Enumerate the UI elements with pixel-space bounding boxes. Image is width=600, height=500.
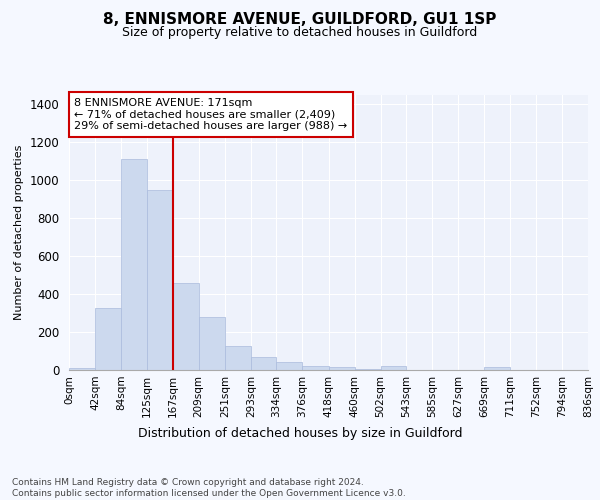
Text: Contains HM Land Registry data © Crown copyright and database right 2024.
Contai: Contains HM Land Registry data © Crown c… <box>12 478 406 498</box>
Bar <box>251 356 277 370</box>
Bar <box>146 190 173 370</box>
Bar <box>173 283 199 370</box>
Bar <box>121 160 146 370</box>
Bar <box>69 368 95 370</box>
Text: Distribution of detached houses by size in Guildford: Distribution of detached houses by size … <box>138 428 462 440</box>
Bar <box>329 367 355 370</box>
Text: 8, ENNISMORE AVENUE, GUILDFORD, GU1 1SP: 8, ENNISMORE AVENUE, GUILDFORD, GU1 1SP <box>103 12 497 28</box>
Bar <box>95 308 121 370</box>
Bar <box>225 346 251 370</box>
Text: Size of property relative to detached houses in Guildford: Size of property relative to detached ho… <box>122 26 478 39</box>
Bar <box>380 366 406 370</box>
Bar <box>277 362 302 370</box>
Y-axis label: Number of detached properties: Number of detached properties <box>14 145 24 320</box>
Bar <box>199 317 225 370</box>
Text: 8 ENNISMORE AVENUE: 171sqm
← 71% of detached houses are smaller (2,409)
29% of s: 8 ENNISMORE AVENUE: 171sqm ← 71% of deta… <box>74 98 347 131</box>
Bar <box>302 366 329 370</box>
Bar <box>484 367 511 370</box>
